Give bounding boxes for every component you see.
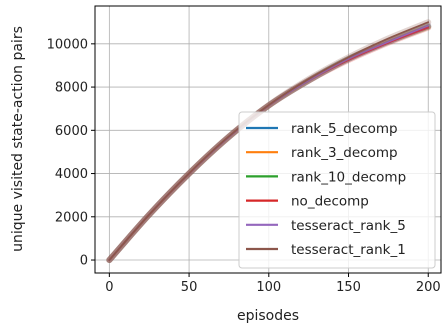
y-tick-label: 4000 — [55, 167, 88, 182]
x-tick-label: 100 — [256, 280, 281, 295]
legend: rank_5_decomp rank_3_decomp rank_10_decomp… — [239, 112, 435, 268]
x-tick-label: 50 — [181, 280, 198, 295]
y-tick-label: 0 — [80, 254, 88, 269]
x-tick-label: 200 — [416, 280, 441, 295]
legend-label-tesseract-rank-1: tesseract_rank_1 — [291, 242, 406, 258]
legend-label-rank-10-decomp: rank_10_decomp — [291, 169, 406, 185]
legend-label-rank-5-decomp: rank_5_decomp — [291, 121, 398, 137]
y-tick-label: 10000 — [47, 37, 88, 52]
x-tick-label: 0 — [105, 280, 113, 295]
legend-label-rank-3-decomp: rank_3_decomp — [291, 145, 398, 161]
y-tick-label: 6000 — [55, 124, 88, 139]
y-tick-label: 2000 — [55, 210, 88, 225]
x-tick-label: 150 — [336, 280, 361, 295]
legend-label-no-decomp: no_decomp — [291, 194, 369, 210]
y-tick-label: 8000 — [55, 81, 88, 96]
x-axis-label: episodes — [237, 308, 299, 324]
legend-label-tesseract-rank-5: tesseract_rank_5 — [291, 218, 406, 234]
y-axis-label: unique visited state-action pairs — [10, 26, 26, 252]
